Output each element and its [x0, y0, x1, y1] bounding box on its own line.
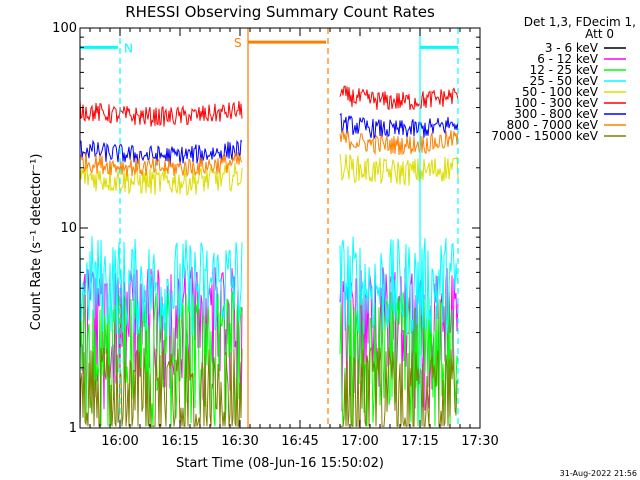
legend-label: 100 - 300 keV — [514, 96, 598, 110]
x-axis: 16:00 16:15 16:30 16:45 17:00 17:15 17:30 — [79, 28, 499, 449]
legend-label: 7000 - 15000 keV — [491, 129, 598, 143]
series-trace — [79, 235, 459, 338]
chart-title: RHESSI Observing Summary Count Rates — [125, 3, 435, 21]
x-tick-label: 16:15 — [161, 434, 198, 449]
legend-label: 25 - 50 keV — [530, 74, 599, 88]
marker-layer — [119, 28, 459, 428]
series-line — [79, 266, 243, 411]
series-line — [339, 112, 459, 141]
series-line — [339, 236, 459, 336]
series-line — [339, 292, 459, 427]
y-axis-label: Count Rate (s⁻¹ detector⁻¹) — [29, 154, 44, 331]
legend-label: 50 - 100 keV — [522, 85, 599, 99]
x-tick-label: 16:45 — [281, 434, 318, 449]
series-line — [79, 152, 243, 178]
series-line — [339, 154, 459, 186]
series-line — [339, 129, 459, 156]
legend-label: 800 - 7000 keV — [507, 118, 599, 132]
series-line — [79, 346, 243, 427]
legend-label: 6 - 12 keV — [537, 52, 599, 66]
series-trace — [79, 85, 459, 127]
y-tick-label: 1 — [69, 421, 77, 436]
series-layer — [79, 85, 459, 427]
series-line — [79, 100, 243, 127]
legend-label: 12 - 25 keV — [530, 63, 599, 77]
x-tick-label: 17:15 — [401, 434, 438, 449]
legend-header-line-1: Det 1,3, FDecim 1, — [524, 15, 636, 29]
series-line — [339, 85, 459, 111]
series-trace — [79, 129, 459, 178]
legend-label: 3 - 6 keV — [545, 41, 599, 55]
y-axis: 1 10 100 — [52, 21, 480, 436]
footer-timestamp: 31-Aug-2022 21:56 — [560, 469, 637, 478]
x-tick-label: 17:00 — [341, 434, 378, 449]
series-line — [79, 235, 243, 338]
x-tick-label: 16:00 — [101, 434, 138, 449]
x-axis-label: Start Time (08-Jun-16 15:50:02) — [176, 456, 384, 471]
annotation-label: S — [234, 36, 242, 50]
y-tick-label: 10 — [60, 221, 77, 236]
series-line — [80, 139, 243, 166]
series-trace — [80, 112, 459, 166]
legend-header-line-2: Att 0 — [585, 27, 614, 41]
series-trace — [79, 154, 459, 196]
y-tick-label: 100 — [52, 21, 77, 36]
x-tick-label: 17:30 — [461, 434, 498, 449]
series-line — [79, 162, 243, 196]
annotation-label: N — [124, 41, 133, 55]
legend-label: 300 - 800 keV — [514, 107, 598, 121]
x-tick-label: 16:30 — [221, 434, 258, 449]
